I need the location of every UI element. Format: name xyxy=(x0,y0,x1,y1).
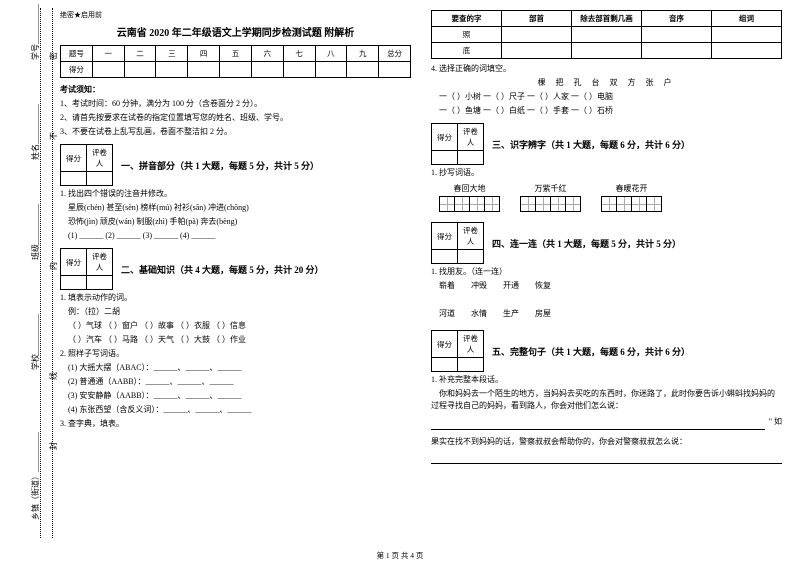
right-column: 要查的字部首 除去部首剩几画音序 组词 照 底 4. 选择正确的词填空。 棵 把… xyxy=(431,10,782,522)
pattern-line: (4) 东张西望（含反义词）：______、______、______ xyxy=(68,404,411,416)
notice-item: 1、考试时间：60 分钟，满分为 100 分（含卷面分 2 分）。 xyxy=(60,98,411,110)
fill-row: （ ）汽车 （ ）马路 （ ）天气 （ ）大鼓 （ ）作业 xyxy=(60,334,411,346)
fill-row: （ ）气球 （ ）窗户 （ ）故事 （ ）衣服 （ ）信息 xyxy=(60,320,411,332)
section-2-title: 二、基础知识（共 4 大题，每题 5 分，共计 20 分） xyxy=(121,263,324,276)
section-1-title: 一、拼音部分（共 1 大题，每题 5 分，共计 5 分） xyxy=(121,159,319,172)
question-text: 1. 填表示动作的词。 xyxy=(60,292,411,304)
paragraph-text: 你和妈妈去一个陌生的地方，当妈妈去买吃的东西时，你迷路了，此时你要告诉小蝌蚪找妈… xyxy=(431,388,782,412)
question-text: 3. 查字典，填表。 xyxy=(60,418,411,430)
section-3-title: 三、识字辨字（共 1 大题，每题 6 分，共计 6 分） xyxy=(492,138,690,151)
question-text: 1. 找朋友。（连一连） xyxy=(431,266,782,278)
word-bank: 棵 把 孔 台 双 方 张 户 xyxy=(431,77,782,89)
section-5-title: 五、完整句子（共 1 大题，每题 6 分，共计 6 分） xyxy=(492,345,690,358)
pattern-line: (2) 普通通（AABB）：______、______、______ xyxy=(68,376,411,388)
lookup-table: 要查的字部首 除去部首剩几画音序 组词 照 底 xyxy=(431,10,782,59)
question-text: 4. 选择正确的词填空。 xyxy=(431,63,782,75)
notice-heading: 考试须知： xyxy=(60,84,411,95)
question-text: 1. 补充完整本段话。 xyxy=(431,374,782,386)
score-box: 得分评卷人 xyxy=(431,222,484,264)
pinyin-line: 恐怖(jìn) 顽皮(wán) 制服(zhì) 手帕(pà) 奔去(bèng) xyxy=(60,216,411,228)
left-column: 绝密★启用前 云南省 2020 年二年级语文上学期同步检测试题 附解析 题号 一… xyxy=(60,10,411,522)
page-footer: 第 1 页 共 4 页 xyxy=(0,550,800,561)
pinyin-line: 星辰(chén) 甚至(sèn) 榜样(mú) 衬衫(sān) 冲进(chōng… xyxy=(60,202,411,214)
question-text: 2. 照样子写词语。 xyxy=(60,348,411,360)
paragraph-text: 果实在找不到妈妈的话，警察叔叔会帮助你的，你会对警察叔叔怎么说： xyxy=(431,436,782,448)
notice-item: 2、请首先按要求在试卷的指定位置填写您的姓名、班级、学号。 xyxy=(60,112,411,124)
score-box: 得分评卷人 xyxy=(60,248,113,290)
question-text: 1. 抄写词语。 xyxy=(431,167,782,179)
secret-label: 绝密★启用前 xyxy=(60,10,411,20)
section-4-title: 四、连一连（共 1 大题，每题 5 分，共计 5 分） xyxy=(492,237,681,250)
answer-blanks: (1) ______ (2) ______ (3) ______ (4) ___… xyxy=(60,230,411,242)
answer-line xyxy=(431,452,782,464)
exam-title: 云南省 2020 年二年级语文上学期同步检测试题 附解析 xyxy=(60,24,411,39)
answer-line xyxy=(431,418,765,430)
fill-row: 一（ ）鱼塘 一（ ）白纸 一（ ）手套 一（ ）石桥 xyxy=(431,105,782,117)
notice-item: 3、不要在试卷上乱写乱画，卷面不整洁扣 2 分。 xyxy=(60,126,411,138)
example-text: 例：（拉）二胡 xyxy=(60,306,411,318)
score-box: 得分评卷人 xyxy=(431,123,484,165)
match-row: 崭着 冲毁 开通 恢复 xyxy=(431,280,782,292)
score-box: 得分评卷人 xyxy=(431,330,484,372)
pattern-line: (1) 大摇大摆（ABAC）：______、______、______ xyxy=(68,362,411,374)
binding-margin: 学号__________ 姓名__________ 班级__________ 学… xyxy=(10,0,55,540)
score-box: 得分评卷人 xyxy=(60,144,113,186)
quote-tail: " 如 xyxy=(769,416,782,432)
match-row: 河道 水情 生产 房屋 xyxy=(431,308,782,320)
question-text: 1. 找出四个错误的注音并修改。 xyxy=(60,188,411,200)
score-table: 题号 一二 三四 五六 七八 九总分 得分 xyxy=(60,45,411,78)
fill-row: 一（ ）小树 一（ ）尺子 一（ ）人家 一（ ）电脑 xyxy=(431,91,782,103)
pattern-line: (3) 安安静静（AABB）：______、______、______ xyxy=(68,390,411,402)
copy-word-grids: 春回大地 万紫千红 春暖花开 xyxy=(439,183,782,212)
